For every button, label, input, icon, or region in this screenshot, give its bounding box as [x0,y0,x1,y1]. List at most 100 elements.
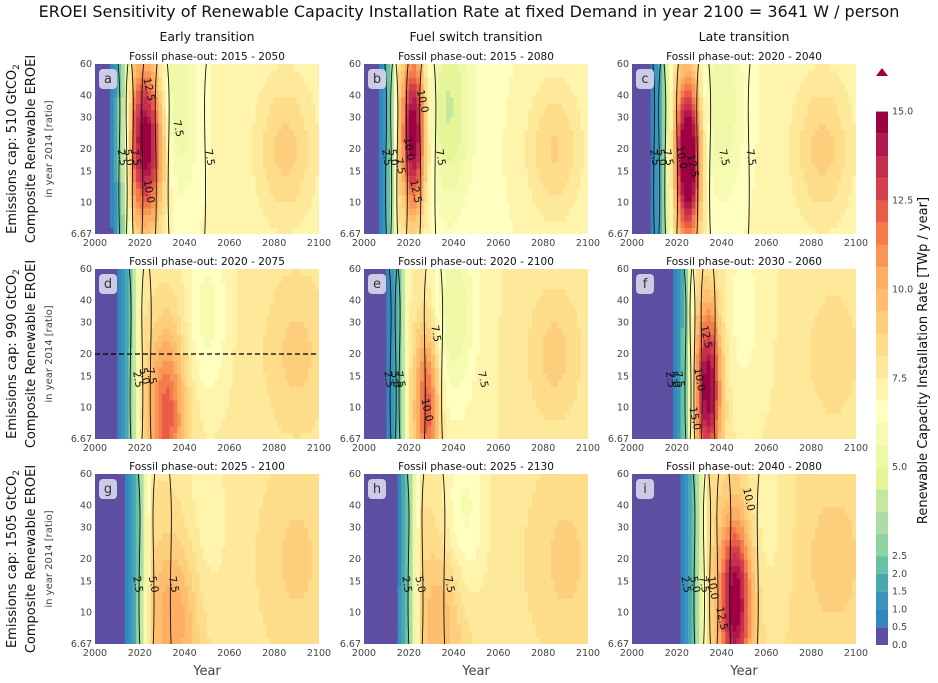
y-tick-label: 6.67 [71,434,92,445]
panel-f-contour-line [683,269,687,439]
colorbar-segment [876,511,888,534]
y-tick-label: 30 [80,318,92,329]
panel-a-contour-label: 5.0 [121,148,136,167]
panel-c-contour-label: 12.5 [684,153,701,178]
x-tick-label: 2080 [799,238,823,249]
panel-c-contour-label: 7.5 [716,148,731,167]
x-tick-label: 2060 [754,443,778,454]
row-emissions-cap-label: Emissions cap: 1505 GtCO2 [5,470,22,648]
x-tick-label: 2100 [576,648,600,659]
panel-g-contour-line [152,474,156,644]
x-axis-label: Year [461,664,490,679]
panel-f-contour-label: 7.5 [671,370,686,389]
panel-g-contour-line [169,474,172,644]
x-tick-label: 2020 [128,648,152,659]
panel-b-letter: b [373,72,381,87]
panel-c-contour-line [747,64,751,234]
panel-e-contour-line [440,269,444,439]
panel-c-contour: 2.55.07.510.012.5 7.5 7.5 [632,64,856,234]
y-tick-label: 30 [349,318,361,329]
y-tick-label: 6.67 [608,639,629,650]
panel-f-contour-label: 12.5 [698,324,715,349]
y-tick-label: 10 [617,198,629,209]
x-tick-label: 2080 [262,443,286,454]
panel-e-contour-label: 7.5 [428,324,443,343]
panel-b-contour-label: 12.5 [407,179,424,204]
y-tick-label: 6.67 [71,229,92,240]
colorbar-tick-label: 0.5 [892,622,907,633]
y-tick-label: 40 [80,90,92,101]
colorbar-segment [876,356,888,379]
colorbar-segment [876,244,888,268]
panel-a-contour-label: 7.5 [128,148,143,167]
colorbar-segment [876,556,888,574]
colorbar-segment [876,133,888,157]
panel-f-contour-label: 10.0 [691,367,707,392]
y-tick-label: 10 [80,608,92,619]
y-tick-label: 15 [80,371,92,382]
colorbar-segment [876,467,888,490]
panel-e-contour-label: 2.5 [381,370,396,389]
panel-c-contour-label: 7.5 [743,148,758,167]
panel-g-contour-label: 7.5 [166,575,181,594]
panel-i-contour-line [708,474,712,644]
y-tick-label: 15 [617,576,629,587]
panel-g-contour-line [137,474,141,644]
x-tick-label: 2080 [262,648,286,659]
panel-a-contour-label: 7.5 [202,148,217,167]
panel-b-contour-line [405,64,409,234]
colorbar-label: Renewable Capacity Installation Rate [TW… [916,197,931,524]
y-tick-label: 30 [349,523,361,534]
panel-a-letter: a [104,72,112,87]
column-title: Early transition [159,29,254,44]
row-emissions-cap-label: Emissions cap: 510 GtCO2 [5,64,22,234]
panel-i-contour-label: 12.5 [713,606,730,631]
y-tick-label: 15 [349,576,361,587]
panel-c-contour-line [676,64,679,234]
panel-g-letter: g [104,482,112,497]
y-tick-label: 15 [80,576,92,587]
panel-f-contour-line [692,269,696,439]
column-title: Late transition [699,29,790,44]
colorbar-segment [876,200,888,223]
colorbar-segment [876,267,888,290]
colorbar-tick-label: 7.5 [892,373,907,384]
y-tick-label: 10 [617,403,629,414]
x-tick-label: 2000 [352,648,376,659]
panel-g-subtitle: Fossil phase-out: 2025 - 2100 [129,461,285,473]
y-tick-label: 10 [80,198,92,209]
panel-a-contour-line [204,64,207,234]
panel-a-contour-line [166,64,170,234]
panel-c-contour-label: 5.0 [654,148,669,167]
panel-g-badge [99,479,117,499]
y-tick-label: 30 [617,523,629,534]
x-tick-label: 2040 [173,648,197,659]
panel-h-badge [368,479,386,499]
x-tick-label: 2100 [307,648,331,659]
y-tick-label: 6.67 [340,229,361,240]
panel-i-contour-line [756,474,760,644]
panel-a-contour-line [154,64,158,234]
panel-c-letter: c [641,72,648,87]
panel-f-contour-line [689,269,693,439]
x-tick-label: 2020 [128,238,152,249]
y-tick-label: 20 [349,554,361,565]
panel-g-contour: 2.5 5.0 7.5 [95,474,319,644]
panel-i-contour-label: 5.0 [687,575,702,594]
colorbar-tick-label: 12.5 [892,195,913,206]
panel-b-subtitle: Fossil phase-out: 2015 - 2080 [398,51,554,63]
row-y-axis-label: Composite Renewable EROEI [24,465,39,653]
row-y-axis-label: Composite Renewable EROEI [24,260,39,448]
panel-c-badge [636,69,654,89]
panel-h-contour: 2.55.0 7.5 [364,474,588,644]
panel-e-contour-line [397,269,401,439]
panel-i-badge [636,479,654,499]
colorbar-segment [876,609,888,628]
colorbar-segment [876,400,888,423]
x-tick-label: 2020 [665,648,689,659]
panel-e-subtitle: Fossil phase-out: 2020 - 2100 [398,256,554,268]
panel-h-contour-label: 2.5 [399,575,414,594]
colorbar-tick-label: 1.5 [892,587,907,598]
x-tick-label: 2040 [442,443,466,454]
colorbar-segment [876,111,888,134]
